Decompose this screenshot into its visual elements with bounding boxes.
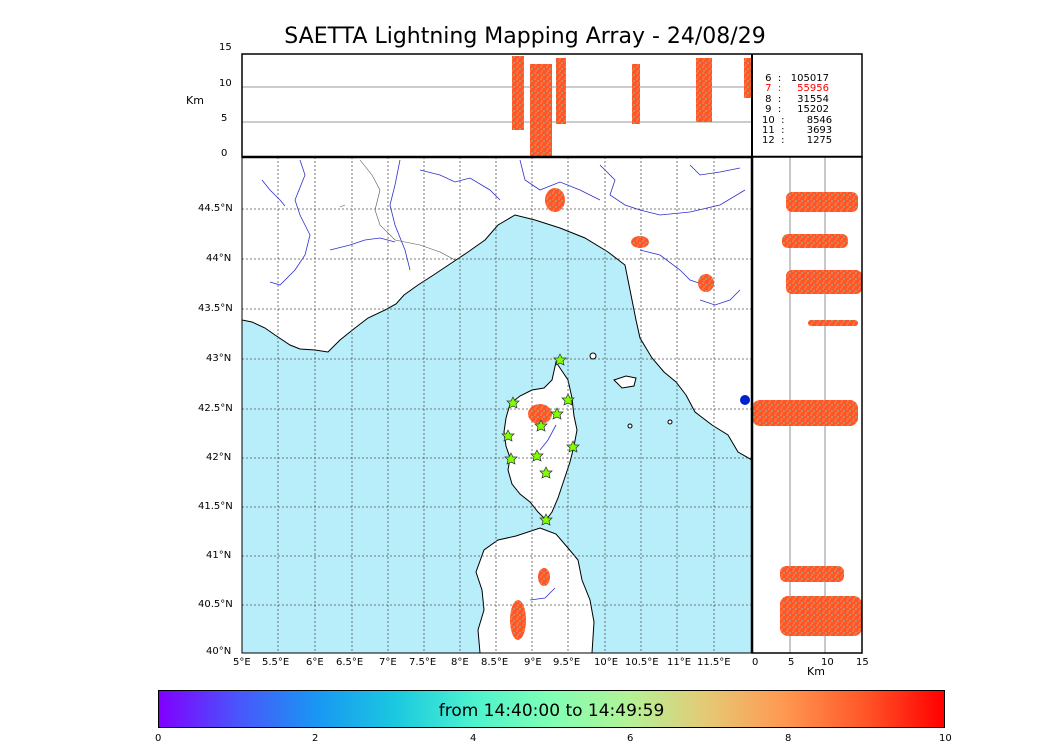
colorbar-tick: 0 <box>155 733 162 744</box>
lon-tick: 7°E <box>379 657 397 668</box>
lat-tick: 44°N <box>206 253 232 264</box>
lat-tick: 43°N <box>206 353 232 364</box>
lat-tick: 42.5°N <box>198 403 233 414</box>
station-marker <box>553 353 567 366</box>
station-count-row: 8 : 31554 <box>762 93 829 105</box>
lon-tick: 9°E <box>524 657 542 668</box>
lat-tick: 40.5°N <box>198 599 233 610</box>
station-marker <box>539 466 553 479</box>
chart-title: SAETTA Lightning Mapping Array - 24/08/2… <box>284 24 766 49</box>
lon-tick: 6.5°E <box>336 657 364 668</box>
side-tick: 15 <box>856 657 869 668</box>
colorbar-tick: 6 <box>627 733 634 744</box>
station-marker <box>530 449 544 462</box>
station-count-row: 9 : 15202 <box>762 104 829 116</box>
station-marker <box>506 396 520 409</box>
side-axis-label: Km <box>807 665 825 678</box>
lon-tick: 8°E <box>451 657 469 668</box>
rivers <box>261 159 746 601</box>
map-panel <box>242 157 752 653</box>
lightning-altitude-clusters <box>512 56 752 156</box>
side-frame <box>751 156 863 654</box>
lon-tick: 5°E <box>233 657 251 668</box>
time-colorbar: from 14:40:00 to 14:49:59 <box>158 690 945 728</box>
side-tick: 10 <box>821 657 834 668</box>
lon-tick: 10.5°E <box>625 657 659 668</box>
mainland-land <box>242 157 752 461</box>
alt-tick: 5 <box>221 113 228 124</box>
lma-stations <box>501 353 580 526</box>
altitude-panel <box>242 54 752 157</box>
lon-tick: 10°E <box>594 657 619 668</box>
station-marker <box>539 513 553 526</box>
alt-tick: 0 <box>221 148 228 159</box>
lat-tick: 41°N <box>206 550 232 561</box>
lon-tick: 11.5°E <box>697 657 731 668</box>
station-count-row: 12 : 1275 <box>762 135 833 147</box>
lon-tick: 9.5°E <box>553 657 581 668</box>
lon-tick: 5.5°E <box>262 657 290 668</box>
station-count-row: 10 : 8546 <box>762 114 833 126</box>
colorbar-tick: 8 <box>785 733 792 744</box>
station-marker <box>534 419 548 432</box>
altitude-axis-label: Km <box>186 94 204 107</box>
lightning-side-clusters <box>752 192 862 636</box>
side-panel <box>752 157 862 653</box>
time-range-label: from 14:40:00 to 14:49:59 <box>438 701 665 721</box>
lon-tick: 7.5°E <box>409 657 437 668</box>
alt-tick: 15 <box>219 42 232 53</box>
lightning-clusters-map <box>510 188 750 640</box>
lon-tick: 11°E <box>667 657 692 668</box>
lat-tick: 43.5°N <box>198 303 233 314</box>
station-marker <box>561 393 575 406</box>
alt-tick: 10 <box>219 78 232 89</box>
station-counts: 6 : 105017 7 : 55956 8 : 31554 9 : 15202… <box>762 73 833 147</box>
colorbar-tick: 10 <box>939 733 952 744</box>
lat-tick: 40°N <box>206 646 232 657</box>
lat-tick: 42°N <box>206 452 232 463</box>
lat-tick: 41.5°N <box>198 501 233 512</box>
station-count-row: 7 : 55956 <box>762 83 829 95</box>
colorbar-tick: 4 <box>470 733 477 744</box>
lon-tick: 8.5°E <box>481 657 509 668</box>
colorbar-tick: 2 <box>312 733 319 744</box>
station-marker <box>504 452 518 465</box>
side-tick: 5 <box>788 657 795 668</box>
lat-tick: 44.5°N <box>198 203 233 214</box>
station-count-row: 11 : 3693 <box>762 125 833 137</box>
station-count-row: 6 : 105017 <box>762 73 829 84</box>
station-marker <box>566 440 580 453</box>
station-marker <box>550 407 564 420</box>
corsica-island <box>503 360 578 521</box>
side-tick: 0 <box>752 657 759 668</box>
lon-tick: 6°E <box>306 657 324 668</box>
borders <box>339 159 456 261</box>
map-grid <box>242 157 752 653</box>
elba-island <box>613 375 637 389</box>
station-marker <box>501 429 515 442</box>
